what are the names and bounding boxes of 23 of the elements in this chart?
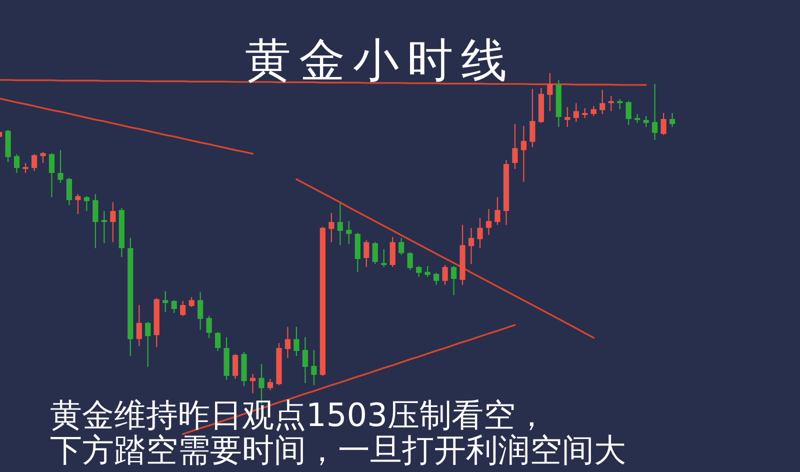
- candlestick: [660, 113, 666, 135]
- candlestick: [460, 224, 466, 285]
- candlestick: [669, 113, 676, 127]
- candlestick: [442, 264, 448, 285]
- candlestick: [468, 228, 474, 264]
- candlestick: [58, 150, 64, 183]
- candlestick: [22, 163, 28, 173]
- candlestick: [284, 326, 291, 358]
- candlestick: [224, 337, 230, 380]
- text: 下方踏空需要时间，一旦打开利润空间大: [50, 431, 626, 469]
- candlestick: [48, 153, 55, 198]
- candlestick: [450, 266, 457, 296]
- chart-title: 黄金小时线: [245, 33, 515, 87]
- candlestick: [494, 197, 500, 225]
- candlestick: [294, 326, 300, 356]
- candlestick: [250, 374, 256, 394]
- candlestick: [486, 209, 492, 235]
- candlestick: [302, 337, 308, 384]
- candlestick: [84, 196, 90, 212]
- candlestick: [40, 152, 46, 164]
- candlestick: [512, 124, 518, 169]
- candlestick: [75, 194, 81, 214]
- candlestick: [520, 126, 526, 182]
